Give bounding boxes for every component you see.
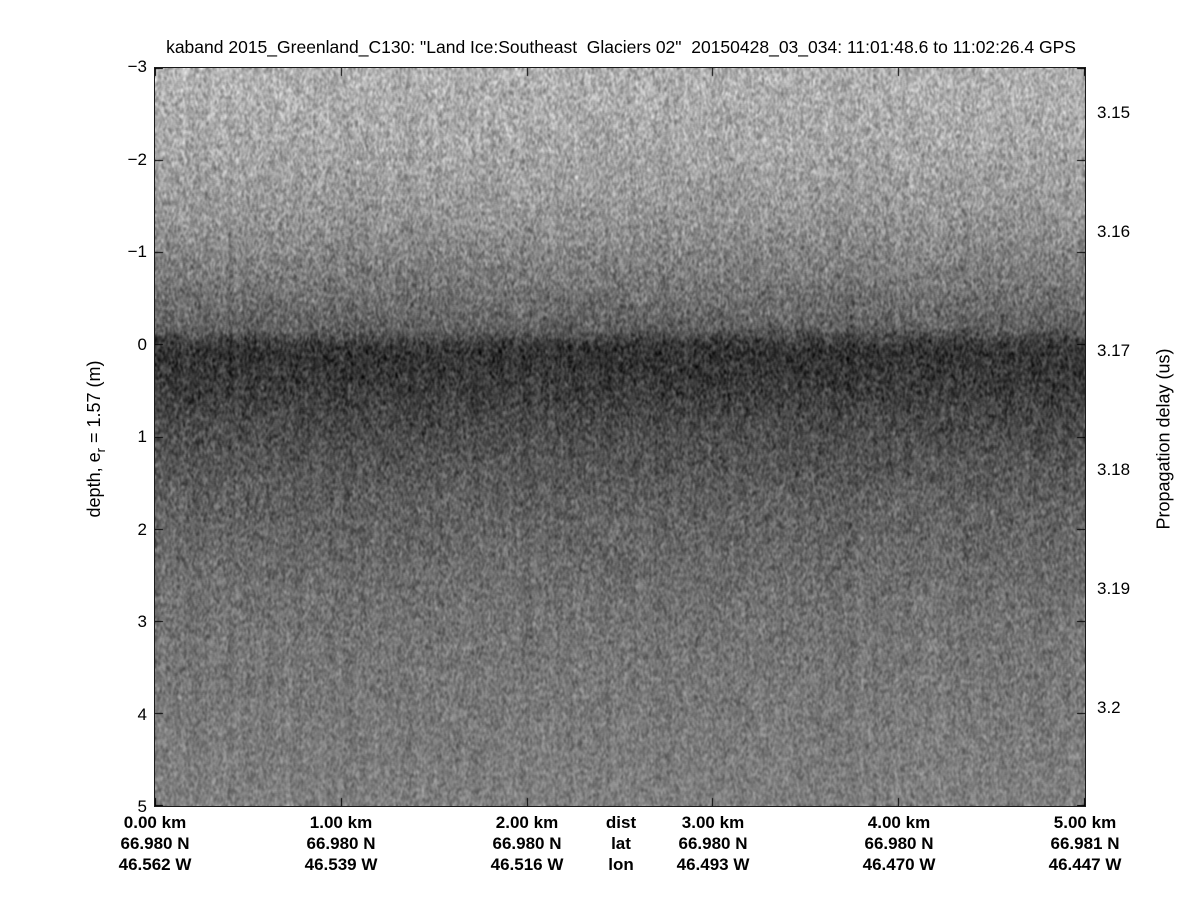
right-tick-label: 3.2 bbox=[1097, 698, 1121, 717]
right-axis-label: Propagation delay (us) bbox=[1153, 348, 1174, 530]
lon-label: 46.493 W bbox=[676, 855, 750, 874]
bottom-axis-column-3: 3.00 km 66.980 N 46.493 W bbox=[677, 812, 750, 875]
left-axis-label-subscript: r bbox=[92, 448, 108, 453]
left-tick-label: −3 bbox=[127, 57, 147, 76]
dist-label: 4.00 km bbox=[867, 813, 931, 832]
left-tick-label: −1 bbox=[127, 242, 147, 261]
chart-title: kaband 2015_Greenland_C130: "Land Ice:So… bbox=[166, 37, 1076, 57]
left-tick-label: 1 bbox=[137, 427, 147, 446]
echogram-plot-area bbox=[154, 67, 1086, 807]
dist-label: 5.00 km bbox=[1053, 813, 1117, 832]
bottom-axis-column-0: 0.00 km 66.980 N 46.562 W bbox=[119, 812, 192, 875]
bottom-axis-column-2: 2.00 km 66.980 N 46.516 W bbox=[491, 812, 564, 875]
left-tick-label: 4 bbox=[137, 704, 147, 724]
right-tick-label: 3.17 bbox=[1097, 341, 1131, 360]
right-tick-label: 3.15 bbox=[1097, 103, 1131, 122]
right-tick-label: 3.18 bbox=[1097, 460, 1131, 479]
dist-label: dist bbox=[605, 813, 637, 832]
lat-label: 66.980 N bbox=[492, 834, 562, 853]
bottom-axis-column-5: 5.00 km 66.981 N 46.447 W bbox=[1049, 812, 1122, 875]
left-tick-label: 0 bbox=[137, 334, 147, 354]
dist-label: 3.00 km bbox=[681, 813, 745, 832]
lat-label: 66.980 N bbox=[864, 834, 934, 853]
lon-label: 46.562 W bbox=[118, 855, 192, 874]
dist-label: 0.00 km bbox=[123, 813, 187, 832]
bottom-axis-column-4: 4.00 km 66.980 N 46.470 W bbox=[863, 812, 936, 875]
left-tick-label: 3 bbox=[137, 612, 147, 631]
lon-label: 46.470 W bbox=[862, 855, 936, 874]
lon-label: 46.447 W bbox=[1048, 855, 1122, 874]
left-tick-label: 5 bbox=[137, 797, 147, 816]
left-axis-label-pre: depth, e bbox=[84, 452, 105, 518]
right-tick-label: 3.16 bbox=[1097, 222, 1131, 241]
left-tick-label: 2 bbox=[137, 519, 147, 539]
lat-label: 66.980 N bbox=[678, 834, 748, 853]
lon-label: lon bbox=[608, 855, 634, 874]
lat-label: lat bbox=[611, 834, 631, 853]
left-tick-label: −2 bbox=[127, 149, 147, 169]
dist-label: 2.00 km bbox=[495, 813, 559, 832]
lon-label: 46.516 W bbox=[490, 855, 564, 874]
lon-label: 46.539 W bbox=[304, 855, 378, 874]
lat-label: 66.980 N bbox=[306, 834, 376, 853]
lat-label: 66.981 N bbox=[1050, 834, 1120, 853]
lat-label: 66.980 N bbox=[120, 834, 190, 853]
bottom-axis-column-legend: dist lat lon bbox=[606, 812, 636, 875]
bottom-axis-column-1: 1.00 km 66.980 N 46.539 W bbox=[305, 812, 378, 875]
right-tick-label: 3.19 bbox=[1097, 579, 1131, 598]
echogram-image bbox=[155, 68, 1085, 806]
dist-label: 1.00 km bbox=[309, 813, 373, 832]
